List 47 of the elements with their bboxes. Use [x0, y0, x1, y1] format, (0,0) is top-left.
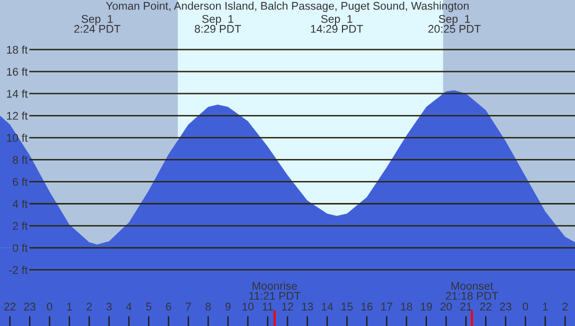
x-tick-label: 12	[282, 302, 294, 310]
x-tick-label: 21	[460, 302, 472, 310]
annotation: Sep 1 20:25 PDT	[428, 14, 481, 33]
y-tick-label: 18 ft	[7, 46, 28, 54]
x-tick-label: 20	[440, 302, 452, 311]
x-tick-label: 23	[24, 302, 36, 311]
y-tick-label: 6 ft	[12, 178, 28, 186]
x-tick-label: 2	[86, 302, 92, 310]
x-tick-label: 16	[361, 302, 372, 311]
y-tick-label: 10 ft	[7, 134, 28, 142]
x-tick-label: 0	[522, 302, 528, 311]
y-tick-label: 12 ft	[7, 112, 28, 120]
x-tick-label: 6	[166, 302, 172, 311]
annotation: Sep 1 14:29 PDT	[311, 14, 364, 33]
x-tick-label: 1	[67, 302, 72, 310]
x-tick-label: 2	[562, 302, 568, 310]
x-tick-label: 17	[381, 302, 392, 310]
annotation: Sep 1 2:24 PDT	[74, 14, 120, 33]
x-tick-label: 1	[543, 302, 548, 310]
x-tick-label: 8	[206, 302, 211, 311]
x-tick-label: 11	[262, 302, 273, 310]
ref-line-label: Moonrise 11:21 PDT	[249, 282, 301, 300]
x-tick-label: 4	[126, 302, 132, 310]
y-tick-label: 14 ft	[7, 90, 28, 98]
x-tick-label: 10	[242, 302, 254, 311]
x-tick-label: 14	[322, 302, 334, 310]
x-tick-label: 22	[480, 302, 492, 310]
x-tick-label: 9	[225, 302, 231, 311]
annotation: Sep 1 8:29 PDT	[194, 14, 241, 33]
ref-line-label: Moonset 21:18 PDT	[446, 282, 498, 300]
y-tick-label: 8 ft	[12, 156, 28, 164]
x-tick-label: 15	[342, 302, 353, 311]
y-tick-label: -2 ft	[9, 266, 28, 274]
x-tick-label: 22	[4, 302, 16, 310]
x-tick-label: 5	[146, 302, 152, 311]
x-tick-label: 7	[186, 302, 191, 310]
x-tick-label: 3	[106, 302, 112, 311]
y-tick-label: 16 ft	[7, 68, 28, 76]
chart-title: Yoman Point, Anderson Island, Balch Passage, Puget Sound, Washington	[106, 2, 469, 12]
x-tick-label: 19	[420, 302, 432, 311]
x-tick-label: 0	[46, 302, 52, 311]
y-tick-label: 4 ft	[12, 200, 28, 208]
x-tick-label: 13	[302, 302, 314, 311]
y-tick-label: 2 ft	[12, 222, 28, 230]
x-tick-label: 23	[500, 302, 512, 311]
y-tick-label: 0 ft	[12, 244, 28, 252]
x-tick-label: 18	[401, 302, 412, 311]
